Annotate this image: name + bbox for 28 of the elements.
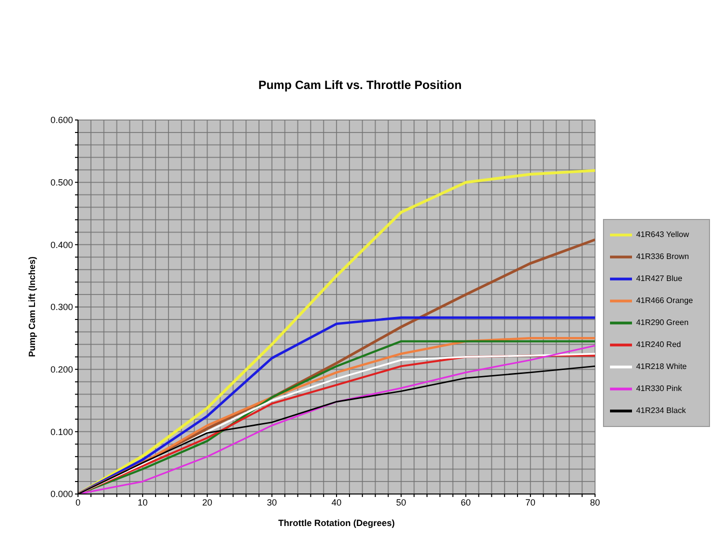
y-tick-label: 0.500 (50, 178, 73, 188)
y-tick-label: 0.400 (50, 240, 73, 250)
y-tick-label: 0.100 (50, 426, 73, 437)
x-tick-label: 50 (396, 497, 406, 508)
y-tick-label: 0.300 (50, 302, 73, 312)
legend-label: 41R290 Green (636, 318, 689, 328)
x-tick-label: 80 (590, 497, 600, 508)
legend-label: 41R240 Red (636, 340, 681, 350)
y-tick-label: 0.600 (50, 115, 73, 126)
legend-label: 41R466 Orange (636, 296, 693, 306)
chart-title: Pump Cam Lift vs. Throttle Position (257, 77, 463, 94)
x-tick-label: 70 (525, 497, 536, 508)
y-tick-label: 0.200 (50, 364, 73, 375)
x-tick-label: 10 (138, 497, 148, 508)
legend-label: 41R330 Pink (636, 384, 682, 394)
x-axis-title: Throttle Rotation (Degrees) (278, 518, 395, 528)
y-tick-label: 0.000 (50, 489, 73, 500)
legend-label: 41R218 White (636, 362, 687, 372)
x-tick-label: 0 (75, 497, 81, 508)
legend-label: 41R336 Brown (636, 252, 689, 262)
x-tick-label: 30 (266, 497, 277, 508)
legend-label: 41R643 Yellow (636, 230, 689, 240)
x-tick-label: 20 (202, 497, 212, 508)
legend-label: 41R427 Blue (636, 274, 682, 284)
x-tick-label: 40 (332, 497, 342, 508)
x-tick-label: 60 (460, 497, 471, 508)
y-axis-title: Pump Cam Lift (Inches) (27, 256, 38, 357)
legend-label: 41R234 Black (636, 406, 686, 416)
